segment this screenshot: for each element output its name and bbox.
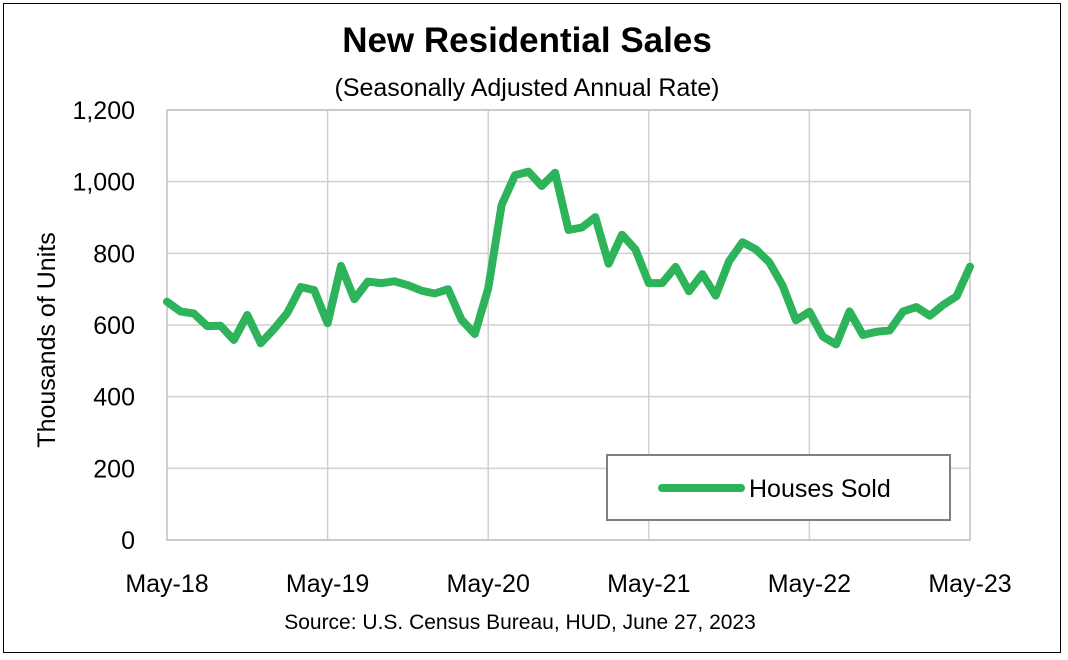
source-note: Source: U.S. Census Bureau, HUD, June 27…: [284, 611, 756, 634]
y-tick-label: 200: [93, 455, 135, 483]
legend-label: Houses Sold: [749, 475, 891, 503]
x-tick-label: May-19: [286, 570, 369, 598]
chart-subtitle: (Seasonally Adjusted Annual Rate): [335, 74, 720, 102]
y-tick-label: 1,200: [72, 97, 135, 125]
x-tick-label: May-20: [447, 570, 530, 598]
legend: Houses Sold: [606, 454, 951, 521]
plot-area: [166, 109, 971, 541]
y-tick-label: 1,000: [72, 169, 135, 197]
x-tick-label: May-21: [607, 570, 690, 598]
y-tick-label: 800: [93, 240, 135, 268]
x-tick-label: May-18: [125, 570, 208, 598]
x-tick-label: May-23: [928, 570, 1011, 598]
x-axis: May-18 May-19 May-20 May-21 May-22 May-23: [125, 570, 1011, 598]
chart-title: New Residential Sales: [342, 21, 712, 60]
legend-box: [606, 454, 951, 521]
y-tick-label: 600: [93, 312, 135, 340]
series-line-houses-sold: [163, 167, 974, 349]
y-axis: 0 200 400 600 800 1,000 1,200: [72, 97, 135, 555]
y-axis-label: Thousands of Units: [33, 232, 61, 447]
x-tick-label: May-22: [768, 570, 851, 598]
y-tick-label: 400: [93, 384, 135, 412]
y-tick-label: 0: [121, 527, 135, 555]
